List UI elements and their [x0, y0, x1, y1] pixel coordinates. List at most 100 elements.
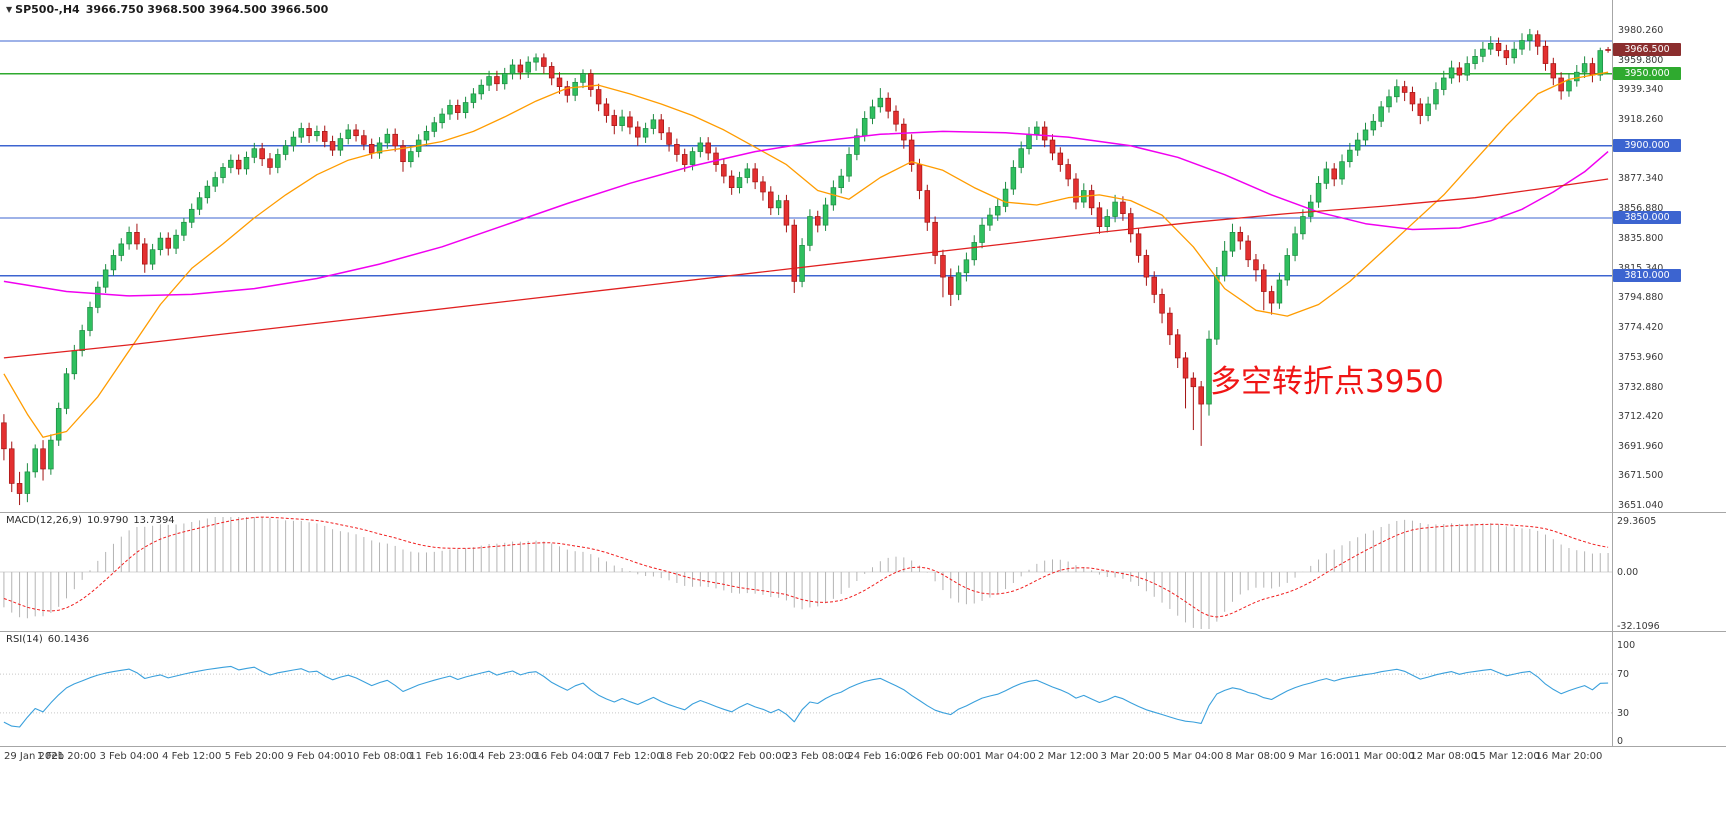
candle-body — [1534, 34, 1541, 47]
candle-body — [102, 269, 109, 288]
candle-body — [486, 76, 492, 86]
candle-body — [1581, 63, 1588, 73]
candle-body — [861, 118, 868, 137]
candle-body — [1464, 63, 1470, 76]
candle-body — [1362, 129, 1369, 141]
candle-body — [721, 164, 727, 177]
chart-annotation-text[interactable]: 多空转折点3950 — [1210, 364, 1444, 400]
macd-histogram — [3, 517, 1609, 629]
ohlc-values: 3966.750 3968.500 3964.500 3966.500 — [85, 3, 329, 16]
candle-body — [1487, 43, 1494, 50]
price-tick-label: 3856.880 — [1618, 203, 1664, 214]
candle-body — [431, 122, 438, 132]
candle-body — [1315, 182, 1322, 203]
candle-body — [1229, 232, 1236, 252]
candle-body — [204, 185, 211, 199]
candle-body — [1034, 126, 1040, 135]
time-axis-label: 26 Feb 00:00 — [910, 751, 976, 762]
candle-body — [212, 177, 218, 187]
candle-body — [329, 141, 336, 151]
candle-body — [979, 224, 985, 243]
macd-signal-line — [3, 516, 1609, 618]
price-tick-label: 3651.040 — [1618, 500, 1664, 511]
candle-body — [955, 272, 962, 295]
candle-body — [298, 128, 305, 138]
time-axis-label: 1 Feb 20:00 — [36, 751, 97, 762]
candle-body — [1190, 377, 1197, 388]
candle-body — [1550, 63, 1557, 79]
candle-body — [1378, 106, 1384, 122]
time-axis-label: 5 Feb 20:00 — [224, 751, 284, 762]
candle-body — [142, 243, 148, 265]
candle-body — [314, 131, 320, 137]
candle-body — [1519, 40, 1525, 50]
candle-body — [1245, 240, 1251, 261]
price-tick-label: 3753.960 — [1618, 351, 1664, 363]
candle-body — [1503, 50, 1510, 59]
candle-body — [16, 483, 23, 494]
candle-body — [1104, 216, 1111, 227]
candle-body — [603, 103, 610, 116]
current-price-badge: 3966.500 — [1613, 43, 1681, 57]
time-axis-label: 3 Feb 04:00 — [99, 751, 159, 762]
candle-body — [235, 159, 242, 170]
candle-body — [556, 77, 563, 87]
candle-body — [470, 93, 477, 103]
candle-body — [814, 216, 821, 226]
time-axis-label: 9 Mar 16:00 — [1288, 751, 1349, 762]
candle-body — [1026, 133, 1032, 150]
candle-body — [1151, 276, 1157, 295]
candle-body — [799, 245, 805, 282]
candle-body — [423, 131, 430, 141]
chart-canvas[interactable] — [0, 0, 1726, 770]
candle-body — [1386, 96, 1392, 108]
candle-body — [1159, 294, 1165, 314]
candle-body — [1065, 164, 1071, 180]
macd-axis-label: -32.1096 — [1617, 621, 1660, 632]
candle-body — [760, 181, 766, 193]
candle-body — [1511, 48, 1517, 59]
candle-body — [635, 126, 641, 138]
candle-body — [1425, 103, 1431, 116]
candle-body — [1597, 50, 1604, 76]
ma-slow-red — [3, 178, 1609, 359]
candle-body — [259, 148, 265, 160]
candle-body — [87, 307, 93, 331]
candle-body — [854, 135, 860, 155]
ma-mid-magenta — [3, 130, 1609, 297]
candle-body — [1253, 259, 1259, 271]
candle-body — [517, 64, 524, 73]
candle-body — [744, 168, 751, 178]
candle-body — [196, 197, 203, 210]
candle-body — [1284, 255, 1291, 281]
price-tick-label: 3712.420 — [1618, 411, 1664, 423]
candle-body — [627, 116, 633, 128]
candle-body — [1605, 49, 1611, 51]
candle-body — [40, 448, 46, 470]
candle-body — [697, 142, 704, 152]
candle-body — [321, 131, 328, 142]
candle-body — [1456, 67, 1463, 76]
time-axis-label: 3 Mar 20:00 — [1100, 751, 1161, 762]
macd-indicator-label: MACD(12,26,9) 10.9790 13.7394 — [6, 515, 180, 526]
level-price-badge: 3850.000 — [1613, 211, 1681, 225]
ma-fast-orange — [3, 71, 1609, 438]
candle-body — [509, 64, 516, 75]
level-price-badge: 3900.000 — [1613, 139, 1681, 153]
time-axis-label: 5 Mar 04:00 — [1163, 751, 1224, 762]
candle-body — [290, 136, 297, 147]
rsi-name: RSI(14) — [6, 634, 43, 645]
candle-body — [658, 119, 664, 134]
candle-body — [1276, 279, 1283, 304]
candle-body — [1480, 48, 1486, 57]
price-tick-label: 3877.340 — [1618, 173, 1664, 185]
candle-body — [494, 76, 500, 85]
candle-body — [775, 200, 782, 209]
price-tick-label: 3732.880 — [1618, 381, 1664, 393]
time-axis-label: 11 Mar 00:00 — [1347, 751, 1415, 762]
candle-body — [791, 224, 798, 282]
candle-body — [807, 216, 813, 246]
collapse-triangle-icon[interactable]: ▼ — [6, 5, 13, 14]
candle-body — [548, 66, 555, 79]
candle-body — [462, 102, 469, 113]
